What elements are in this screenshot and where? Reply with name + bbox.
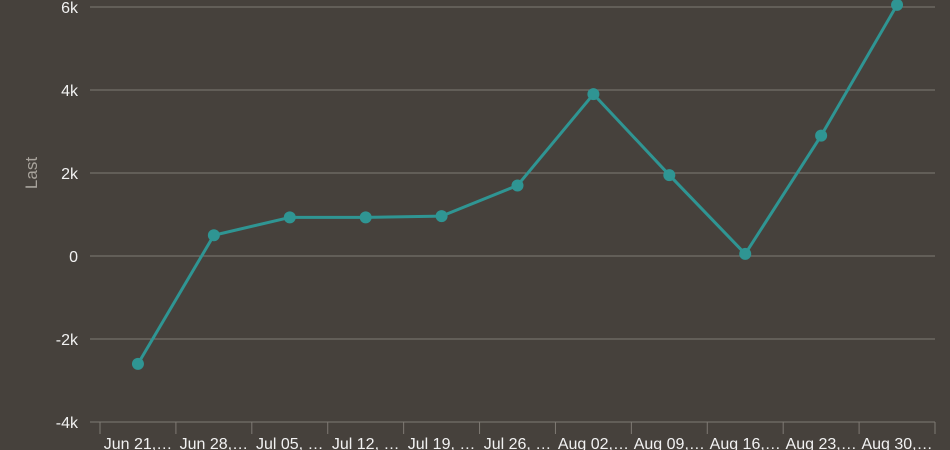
y-tick-label: 0 (69, 249, 78, 266)
x-tick-label: Aug 09,… (634, 436, 705, 450)
x-tick-label: Aug 16,… (710, 436, 781, 450)
data-point[interactable] (663, 169, 676, 182)
data-point[interactable] (131, 357, 144, 370)
data-point[interactable] (207, 229, 220, 242)
data-point[interactable] (435, 210, 448, 223)
data-point[interactable] (815, 129, 828, 142)
data-point[interactable] (283, 211, 296, 224)
data-point[interactable] (739, 247, 752, 260)
data-point[interactable] (891, 0, 904, 11)
x-tick-label: Aug 23,… (786, 436, 857, 450)
data-point[interactable] (511, 179, 524, 192)
grid-lines (90, 6, 935, 423)
series-layer (131, 0, 904, 370)
x-tick-label: Jul 26, … (484, 436, 552, 450)
x-tick-label: Jul 19, … (408, 436, 476, 450)
y-tick-label: -4k (56, 415, 79, 432)
x-tick-label: Aug 02,… (558, 436, 629, 450)
y-tick-label: 2k (61, 166, 79, 183)
x-axis-ticks: Jun 21,… Jun 28,… Jul 05, … Jul 12, … Jul 19… (99, 422, 936, 450)
data-point[interactable] (359, 211, 372, 224)
x-tick-label: Jul 05, … (256, 436, 324, 450)
data-point[interactable] (587, 88, 600, 101)
y-axis-ticks: -4k -2k 0 2k 4k 6k (56, 0, 79, 432)
y-tick-label: -2k (56, 332, 79, 349)
x-tick-label: Jun 28,… (180, 436, 248, 450)
x-tick-label: Jun 21,… (104, 436, 172, 450)
x-tick-label: Jul 12, … (332, 436, 400, 450)
x-tick-label: Aug 30,… (861, 436, 932, 450)
y-axis-title: Last (22, 157, 41, 189)
y-tick-label: 6k (61, 0, 79, 17)
y-tick-label: 4k (61, 83, 79, 100)
